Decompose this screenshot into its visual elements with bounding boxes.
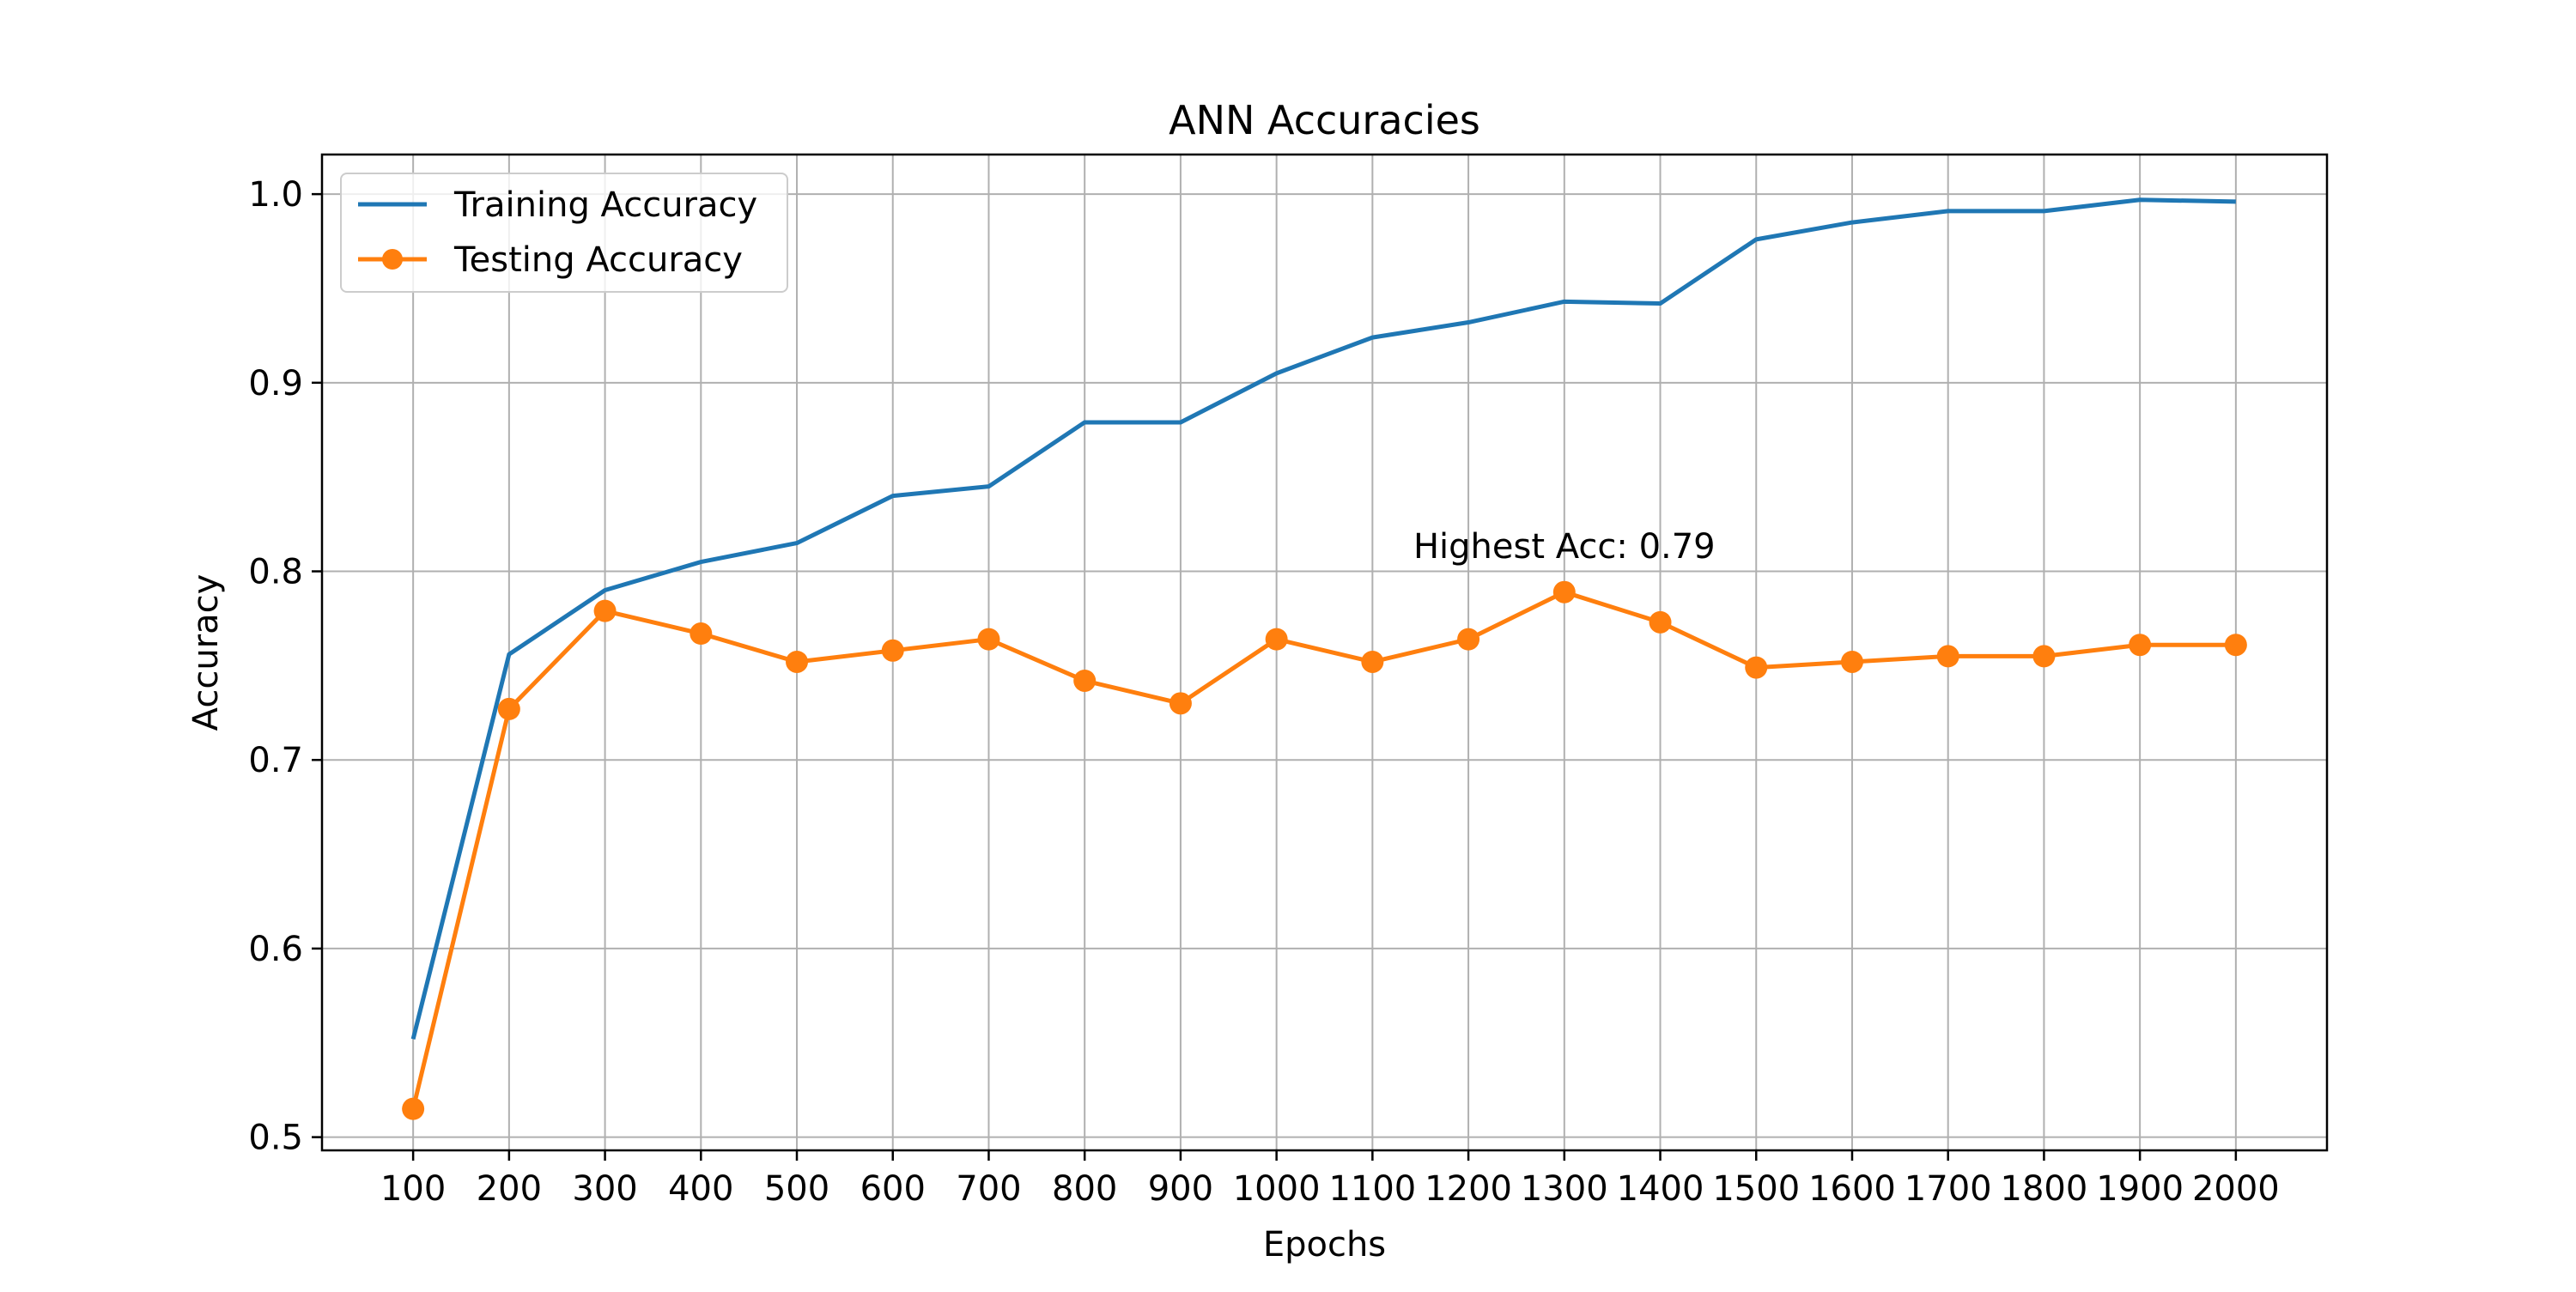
x-tick-label: 100 <box>380 1169 446 1209</box>
series-layer <box>402 197 2247 1120</box>
x-tick-label: 1300 <box>1521 1169 1608 1209</box>
x-tick-label: 1900 <box>2096 1169 2184 1209</box>
testing-accuracy-point <box>2224 634 2247 657</box>
x-tick-label: 300 <box>572 1169 637 1209</box>
x-axis-label: Epochs <box>1263 1225 1386 1265</box>
y-axis-label: Accuracy <box>186 574 226 731</box>
axis-ticks: 100 200 300 400 500 600 700 800 900 1000 1100 1200 1… <box>248 175 2279 1209</box>
testing-accuracy-point <box>1073 669 1097 692</box>
y-tick-label: 0.9 <box>248 364 303 403</box>
testing-accuracy-point <box>977 628 1000 651</box>
plot-frame <box>320 153 2329 1152</box>
x-tick-label: 600 <box>860 1169 926 1209</box>
x-tick-label: 1100 <box>1328 1169 1416 1209</box>
testing-accuracy-point <box>402 1097 425 1120</box>
y-tick-label: 0.6 <box>248 930 303 969</box>
x-tick-label: 1400 <box>1617 1169 1704 1209</box>
testing-accuracy-line <box>410 590 2236 1110</box>
testing-accuracy-point <box>1169 692 1192 715</box>
x-tick-label: 1800 <box>2001 1169 2088 1209</box>
x-tick-label: 400 <box>668 1169 733 1209</box>
legend-label-testing: Testing Accuracy <box>453 240 743 280</box>
x-tick-label: 1200 <box>1425 1169 1512 1209</box>
testing-accuracy-point <box>1936 645 1959 668</box>
testing-accuracy-point <box>1265 628 1288 651</box>
testing-accuracy-point <box>881 639 904 662</box>
testing-accuracy-point <box>1745 656 1768 679</box>
testing-accuracy-point <box>1840 650 1863 673</box>
y-tick-label: 0.8 <box>248 553 303 592</box>
legend-marker-testing <box>382 249 403 270</box>
testing-accuracy-point <box>1552 580 1576 604</box>
x-tick-label: 900 <box>1148 1169 1213 1209</box>
training-accuracy-line <box>410 197 2236 1040</box>
y-tick-label: 1.0 <box>248 175 303 215</box>
highest-accuracy-annotation: Highest Acc: 0.79 <box>1413 527 1716 567</box>
testing-accuracy-point <box>593 599 617 622</box>
testing-accuracy-point <box>1649 610 1672 634</box>
testing-accuracy-point <box>497 697 520 720</box>
testing-accuracy-point <box>1361 650 1384 673</box>
x-tick-label: 1600 <box>1808 1169 1896 1209</box>
x-tick-label: 2000 <box>2192 1169 2280 1209</box>
x-tick-label: 1700 <box>1905 1169 1992 1209</box>
x-tick-label: 700 <box>956 1169 1021 1209</box>
chart-title: ANN Accuracies <box>1169 97 1480 143</box>
testing-accuracy-point <box>1457 628 1480 651</box>
x-tick-label: 500 <box>764 1169 829 1209</box>
x-tick-label: 800 <box>1052 1169 1117 1209</box>
testing-accuracy-point <box>786 650 809 673</box>
legend-box <box>340 173 788 293</box>
testing-accuracy-point <box>690 622 713 646</box>
testing-accuracy-point <box>2032 645 2056 668</box>
annotations: Highest Acc: 0.79 <box>1413 527 1716 567</box>
y-tick-label: 0.7 <box>248 741 303 780</box>
legend: Training Accuracy Testing Accuracy <box>340 173 788 293</box>
testing-accuracy-point <box>2129 634 2152 657</box>
x-tick-label: 200 <box>477 1169 542 1209</box>
y-tick-label: 0.5 <box>248 1119 303 1158</box>
x-tick-label: 1000 <box>1233 1169 1321 1209</box>
legend-label-training: Training Accuracy <box>453 185 757 225</box>
x-tick-label: 1500 <box>1712 1169 1800 1209</box>
